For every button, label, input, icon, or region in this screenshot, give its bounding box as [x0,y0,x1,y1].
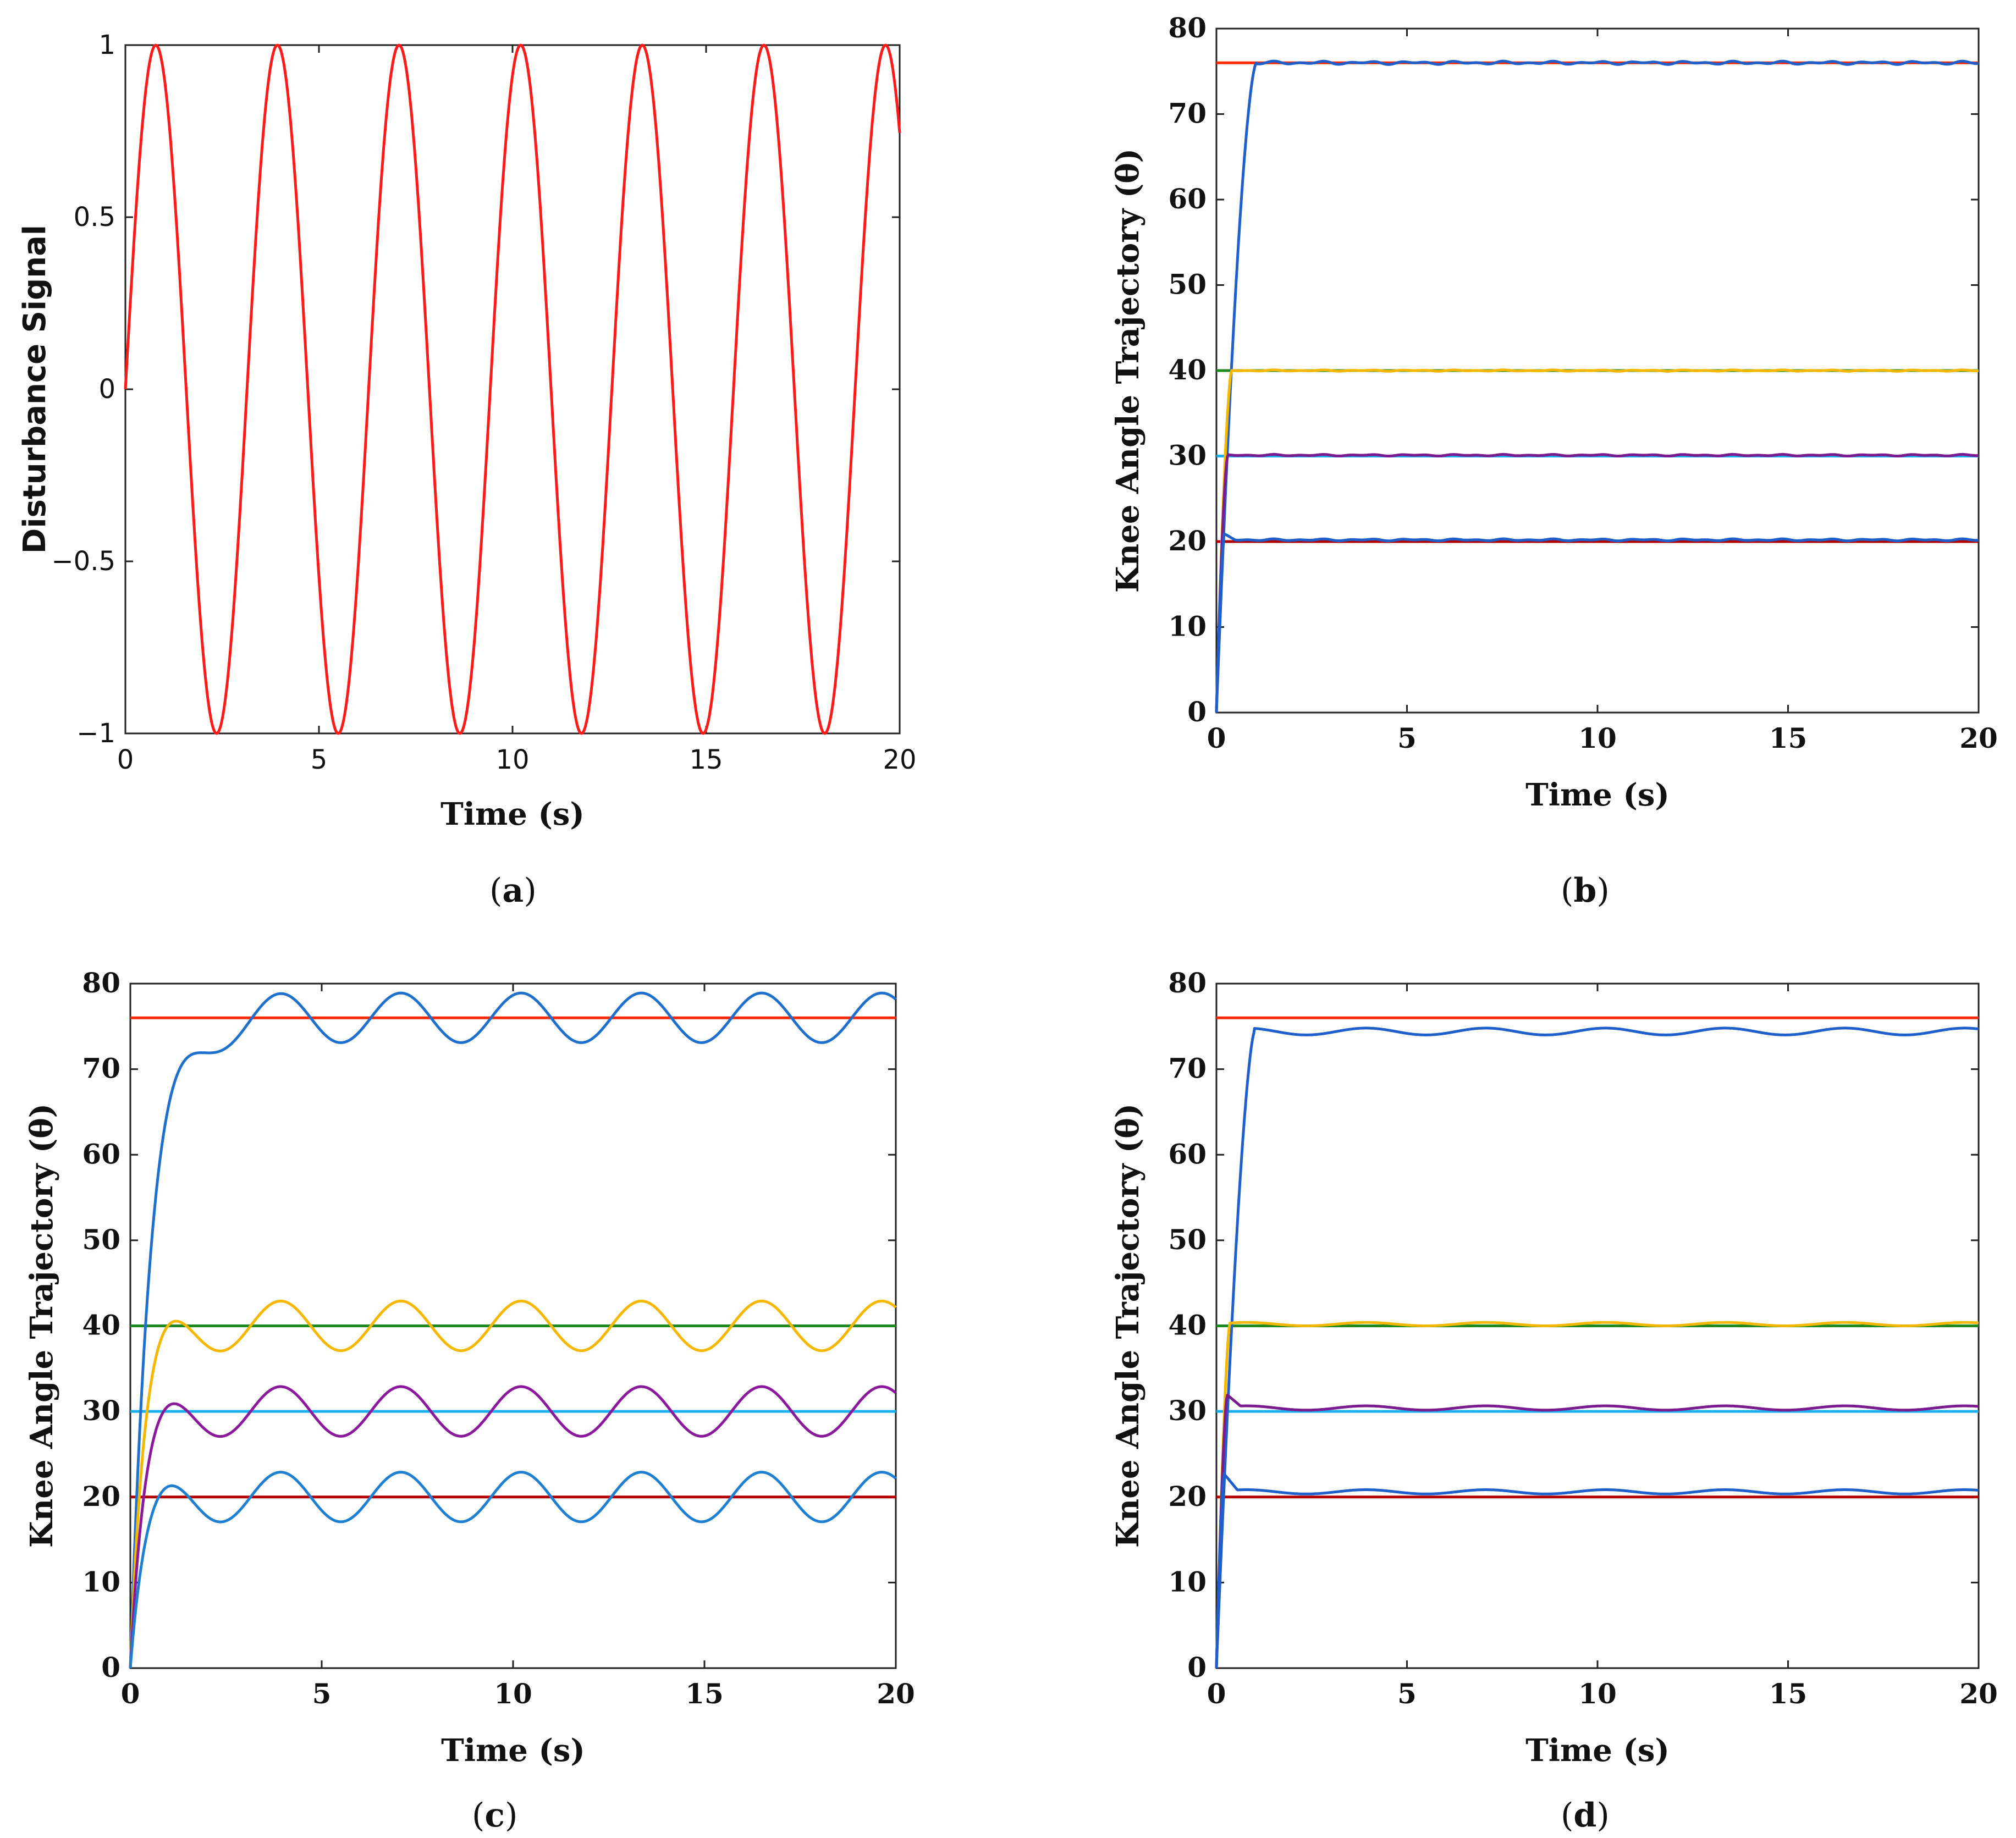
y-tick-label-a-4: 1 [98,30,115,60]
series-line-c-4 [129,991,897,1669]
x-tick-label-c-3: 15 [685,1677,724,1710]
x-tick-label-b-2: 10 [1578,722,1617,754]
x-tick-label-d-3: 15 [1769,1677,1808,1710]
x-axis-title-c: Time (s) [441,1732,585,1769]
y-tick-label-b-1: 10 [1168,610,1207,643]
series-a [124,43,901,735]
series-c [129,991,897,1669]
y-tick-label-c-7: 70 [82,1052,120,1085]
panel-label-a: (a) [489,871,537,910]
series-line-d-4 [1215,1026,1979,1669]
x-axis-title-d: Time (s) [1525,1732,1670,1769]
panel-d: 0 5 10 15 20 0 10 20 30 40 50 60 70 80 Time (s) Knee … [1110,967,1998,1835]
x-tick-label-d-2: 10 [1578,1677,1617,1710]
y-tick-label-d-7: 70 [1168,1052,1207,1085]
y-tick-label-b-2: 20 [1168,525,1207,557]
y-tick-label-d-5: 50 [1168,1223,1207,1256]
y-tick-label-a-1: −0.5 [51,546,115,577]
x-tick-label-a-3: 15 [689,744,723,775]
x-tick-label-d-1: 5 [1397,1677,1417,1710]
y-tick-label-b-8: 80 [1168,12,1207,44]
x-tick-label-d-4: 20 [1959,1677,1998,1710]
series-line-c-7 [129,1471,897,1669]
series-line-a-0 [124,43,901,735]
plot-frame-a [124,44,901,735]
y-tick-label-d-6: 60 [1168,1138,1207,1170]
y-tick-label-c-3: 30 [82,1394,120,1427]
series-line-b-4 [1215,59,1979,713]
panel-a: 0 5 10 15 20 −1 −0.5 0 0.5 1 Time (s) Disturbance… [17,30,917,910]
x-axis-title-a: Time (s) [440,796,585,832]
series-line-c-6 [129,1385,897,1669]
series-line-b-7 [1215,532,1979,713]
y-axis-title-d: Knee Angle Trajectory (θ) [1110,1103,1146,1548]
panel-c: 0 5 10 15 20 0 10 20 30 40 50 60 70 80 Time (s) Knee … [24,967,915,1835]
series-line-b-5 [1215,368,1979,713]
x-tick-label-c-1: 5 [312,1677,332,1710]
x-tick-label-c-2: 10 [494,1677,532,1710]
y-tick-label-b-4: 40 [1168,354,1207,386]
y-axis-title-c: Knee Angle Trajectory (θ) [24,1103,60,1548]
y-tick-label-c-4: 40 [82,1309,120,1342]
y-tick-label-b-3: 30 [1168,439,1207,472]
y-tick-label-a-2: 0 [98,374,115,405]
x-tick-label-a-4: 20 [883,744,916,775]
x-tick-label-a-0: 0 [117,744,134,775]
y-tick-label-b-6: 60 [1168,183,1207,215]
panel-b: 0 5 10 15 20 0 10 20 30 40 50 60 70 80 Time (s) Knee … [1110,12,1998,910]
x-tick-label-c-4: 20 [877,1677,915,1710]
y-axis-title-b: Knee Angle Trajectory (θ) [1110,148,1146,593]
y-tick-label-b-5: 50 [1168,268,1207,301]
y-axis-title-a: Disturbance Signal [17,225,53,554]
y-tick-label-a-3: 0.5 [74,202,115,233]
y-tick-label-c-0: 0 [101,1651,120,1684]
x-axis-title-b: Time (s) [1525,777,1670,813]
panel-label-c: (c) [472,1796,517,1835]
y-tick-label-d-8: 80 [1168,967,1207,999]
y-tick-label-a-0: −1 [76,718,115,749]
x-tick-label-a-2: 10 [495,744,529,775]
series-line-d-6 [1215,1394,1979,1669]
x-tick-label-b-1: 5 [1397,722,1417,754]
panel-label-b: (b) [1561,871,1610,910]
ticks-b: 0 5 10 15 20 0 10 20 30 40 50 60 70 80 [1168,12,1997,754]
x-tick-label-c-0: 0 [121,1677,140,1710]
y-tick-label-c-5: 50 [82,1223,120,1256]
series-line-d-5 [1215,1321,1979,1669]
ticks-a: 0 5 10 15 20 −1 −0.5 0 0.5 1 [51,30,916,775]
x-tick-label-b-0: 0 [1207,722,1226,754]
x-tick-label-b-3: 15 [1769,722,1808,754]
y-tick-label-c-2: 20 [82,1480,120,1513]
y-tick-label-d-4: 40 [1168,1309,1207,1342]
y-tick-label-d-0: 0 [1187,1651,1207,1684]
y-tick-label-b-0: 0 [1187,696,1207,728]
panel-label-d: (d) [1561,1796,1610,1835]
series-line-d-7 [1215,1472,1979,1669]
x-tick-label-b-4: 20 [1959,722,1998,754]
y-tick-label-c-6: 60 [82,1138,120,1170]
y-tick-label-b-7: 70 [1168,97,1207,130]
series-line-b-6 [1215,452,1979,713]
x-tick-label-d-0: 0 [1207,1677,1226,1710]
series-line-c-5 [129,1299,897,1669]
x-tick-label-a-1: 5 [311,744,328,775]
ticks-d: 0 5 10 15 20 0 10 20 30 40 50 60 70 80 [1168,967,1997,1710]
series-b [1215,59,1979,713]
y-tick-label-d-2: 20 [1168,1480,1207,1513]
y-tick-label-c-1: 10 [82,1565,120,1598]
ticks-c: 0 5 10 15 20 0 10 20 30 40 50 60 70 80 [82,967,915,1710]
y-tick-label-d-1: 10 [1168,1565,1207,1598]
series-d [1215,1016,1979,1669]
y-tick-label-c-8: 80 [82,967,120,999]
y-tick-label-d-3: 30 [1168,1394,1207,1427]
